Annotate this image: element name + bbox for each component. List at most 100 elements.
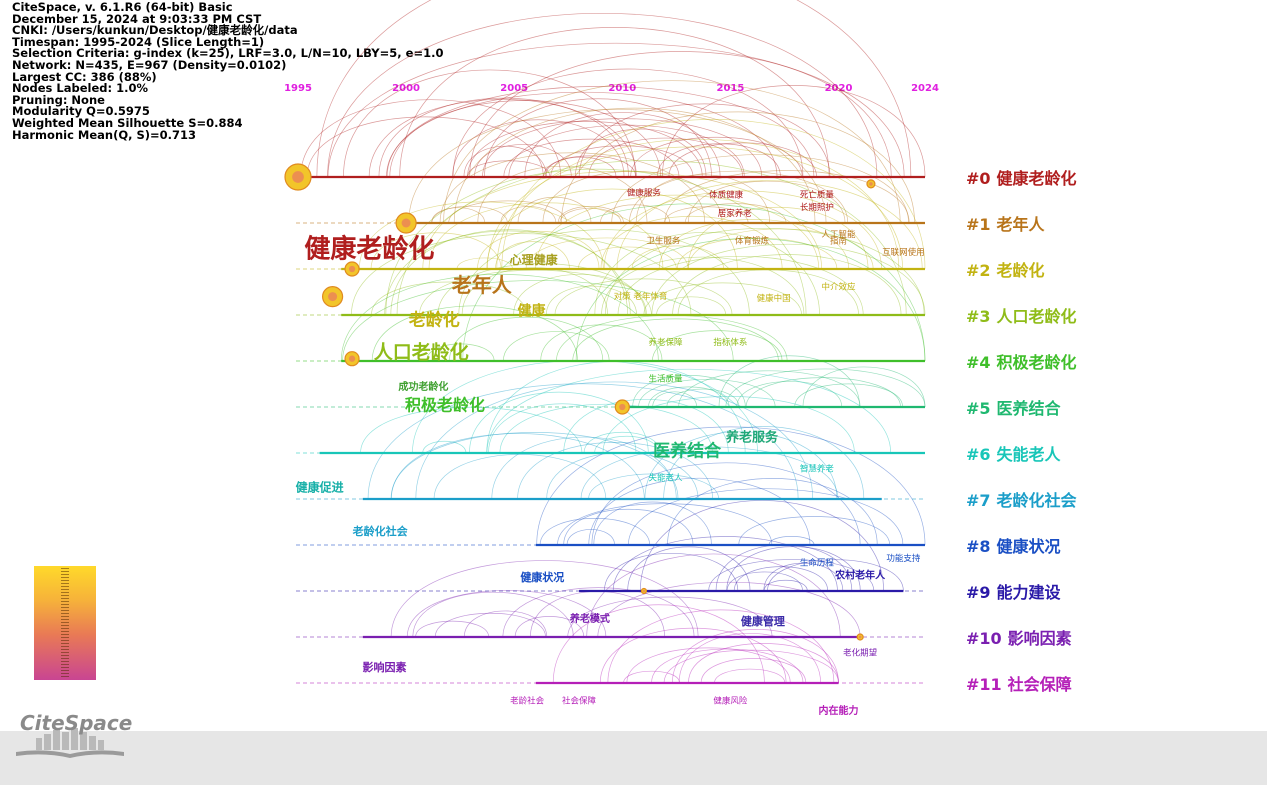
citation-arc bbox=[718, 355, 860, 408]
cluster-name: 健康状况 bbox=[997, 537, 1061, 556]
cluster-name: 老年人 bbox=[996, 215, 1046, 234]
keyword-label: 人工智能 bbox=[822, 229, 857, 240]
cluster-id: #11 bbox=[966, 675, 1002, 694]
citation-arc bbox=[422, 441, 467, 454]
citation-arc bbox=[486, 188, 738, 270]
citation-arc bbox=[370, 232, 502, 270]
citation-arc bbox=[342, 280, 734, 362]
citation-arc bbox=[635, 174, 770, 224]
keyword-label: 老化期望 bbox=[843, 647, 878, 658]
citation-arc bbox=[561, 111, 915, 224]
keyword-label: 中介效应 bbox=[822, 282, 857, 293]
citation-arc bbox=[462, 203, 926, 362]
citation-arc bbox=[563, 509, 694, 546]
citation-arc bbox=[415, 381, 814, 500]
keyword-label-large: 老年人 bbox=[452, 273, 513, 297]
keyword-label: 长期照护 bbox=[800, 202, 834, 213]
citation-arc bbox=[525, 237, 689, 270]
citation-arc bbox=[300, 99, 562, 178]
citation-arc bbox=[386, 86, 815, 178]
year-label: 2010 bbox=[608, 83, 636, 94]
cluster-label: #6 失能老人 bbox=[966, 445, 1062, 464]
citation-arc bbox=[575, 238, 926, 362]
cluster-id: #9 bbox=[966, 583, 991, 602]
keyword-label: 智慧养老 bbox=[800, 463, 835, 474]
cluster-name: 老龄化社会 bbox=[996, 491, 1077, 510]
info-line: CNKI: /Users/kunkun/Desktop/健康老龄化/data bbox=[12, 23, 298, 38]
citation-arc bbox=[588, 137, 743, 178]
keyword-label-large: 健康 bbox=[518, 302, 547, 319]
citation-arc bbox=[467, 160, 551, 178]
citation-arc bbox=[578, 103, 831, 178]
keyword-label: 体育锻炼 bbox=[735, 236, 770, 247]
citation-arc bbox=[557, 503, 773, 546]
keyword-label: 体质健康 bbox=[709, 190, 744, 201]
cluster-label: #2 老龄化 bbox=[966, 261, 1045, 280]
citespace-logo-icon bbox=[16, 728, 124, 758]
citation-arc bbox=[422, 171, 822, 270]
citation-arc bbox=[399, 27, 830, 178]
keyword-node-core bbox=[328, 292, 338, 302]
info-line: Harmonic Mean(Q, S)=0.713 bbox=[12, 127, 197, 142]
cluster-name: 医养结合 bbox=[997, 399, 1062, 418]
keyword-label-large: 积极老龄化 bbox=[405, 395, 485, 414]
keyword-label: 指标体系 bbox=[713, 337, 747, 348]
citation-arc bbox=[638, 379, 776, 408]
citation-arc bbox=[594, 436, 659, 454]
keyword-node-core bbox=[348, 355, 356, 362]
citation-arc bbox=[623, 670, 680, 684]
cluster-id: #1 bbox=[966, 215, 991, 234]
cluster-label: #0 健康老龄化 bbox=[966, 169, 1077, 188]
citation-arc bbox=[586, 553, 841, 638]
citation-arc bbox=[539, 518, 651, 546]
citation-arc bbox=[738, 516, 891, 546]
cluster-id: #3 bbox=[966, 307, 991, 326]
keyword-label-large: 人口老龄化 bbox=[374, 340, 469, 363]
keyword-label: 指南 bbox=[830, 236, 847, 247]
citation-arc bbox=[656, 296, 727, 316]
keyword-label: 社会保障 bbox=[562, 696, 597, 707]
citation-arc bbox=[385, 168, 807, 316]
keyword-node-core bbox=[869, 182, 873, 186]
citation-arc bbox=[616, 180, 923, 270]
citation-arc bbox=[544, 156, 617, 178]
citation-arc bbox=[431, 207, 486, 224]
citation-arc bbox=[390, 229, 629, 316]
keyword-label: 养老保障 bbox=[649, 337, 684, 348]
citation-arc bbox=[802, 366, 926, 408]
cluster-id: #4 bbox=[966, 353, 991, 372]
keyword-node-core bbox=[619, 403, 626, 411]
keyword-label: 生命历程 bbox=[800, 558, 835, 569]
year-label: 2024 bbox=[911, 83, 939, 94]
info-line: Timespan: 1995-2024 (Slice Length=1) bbox=[12, 34, 265, 49]
year-label: 2005 bbox=[500, 83, 528, 94]
citation-arc bbox=[453, 107, 816, 224]
citation-arc bbox=[501, 119, 926, 270]
citation-arc bbox=[745, 377, 901, 408]
keyword-node-core bbox=[401, 218, 411, 228]
cluster-name: 健康老龄化 bbox=[997, 169, 1077, 188]
keyword-node-core bbox=[292, 171, 304, 183]
citation-arc bbox=[426, 343, 495, 362]
citation-arc bbox=[588, 477, 811, 546]
cluster-label: #3 人口老龄化 bbox=[966, 307, 1077, 326]
info-line: Modularity Q=0.5975 bbox=[12, 104, 150, 119]
citation-arc bbox=[412, 591, 574, 638]
network-info-panel: CiteSpace, v. 6.1.R6 (64-bit) Basic Decem… bbox=[12, 1, 444, 142]
info-line: Network: N=435, E=967 (Density=0.0102) bbox=[12, 57, 287, 72]
citation-arc bbox=[652, 391, 698, 408]
citation-arc bbox=[566, 529, 615, 546]
info-line: Selection Criteria: g-index (k=25), LRF=… bbox=[12, 46, 444, 61]
keyword-label: 卫生服务 bbox=[646, 236, 681, 247]
citation-arc bbox=[726, 571, 803, 592]
citation-arc bbox=[651, 243, 926, 316]
keyword-label-large: 影响因素 bbox=[362, 660, 406, 674]
info-line: Weighted Mean Silhouette S=0.884 bbox=[12, 115, 243, 130]
citation-arc bbox=[503, 138, 680, 178]
keyword-label-large: 农村老年人 bbox=[834, 568, 886, 581]
cluster-name: 积极老龄化 bbox=[997, 353, 1077, 372]
citation-arc bbox=[627, 546, 751, 592]
citation-arc bbox=[508, 124, 745, 178]
citation-arc bbox=[443, 80, 901, 224]
citation-arc bbox=[714, 668, 786, 684]
